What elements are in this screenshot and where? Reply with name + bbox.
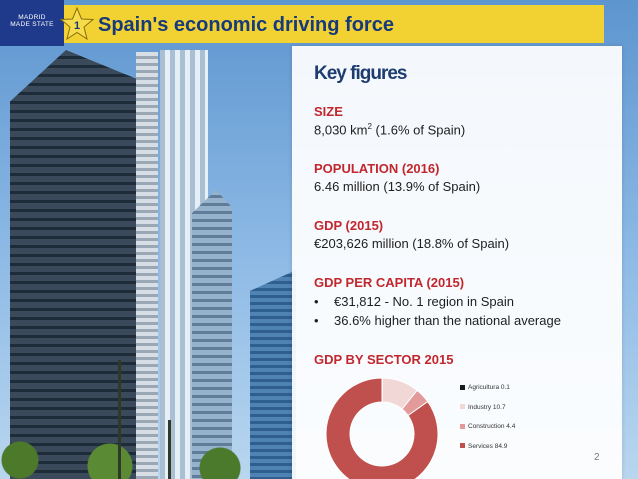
- legend-item: Construction 4.4: [460, 423, 515, 443]
- gdp-per-capita-label: GDP PER CAPITA (2015): [314, 275, 465, 290]
- donut-slice: [325, 377, 439, 479]
- trees: [0, 430, 300, 479]
- gdp-label: GDP (2015): [314, 218, 384, 233]
- street-pole: [118, 360, 121, 479]
- key-figures-heading: Key figures: [314, 63, 407, 84]
- legend-label: Services 84.9: [468, 442, 508, 450]
- legend-swatch: [460, 404, 465, 410]
- legend-swatch: [460, 423, 465, 429]
- logo-text: MADRID MADE STATE: [10, 14, 54, 28]
- sector-label: GDP BY SECTOR 2015: [314, 352, 454, 367]
- size-value: 8,030 km2 (1.6% of Spain): [314, 122, 466, 138]
- legend-label: Agricultura 0.1: [468, 384, 510, 391]
- tower-left-edge: [136, 52, 158, 479]
- page-number: 2: [594, 452, 600, 463]
- logo: MADRID MADE STATE: [0, 0, 64, 46]
- tower-left: [10, 50, 150, 479]
- legend-item: Industry 10.7: [460, 404, 515, 424]
- gdp-value: €203,626 million (18.8% of Spain): [314, 236, 510, 251]
- size-label: SIZE: [314, 104, 343, 119]
- star-icon: 1: [60, 7, 94, 41]
- title-background: [64, 5, 604, 43]
- population-label: POPULATION (2016): [314, 161, 440, 176]
- legend-swatch: [460, 384, 465, 390]
- star-number: 1: [74, 20, 80, 32]
- chart-legend: Agricultura 0.1 Industry 10.7 Construction…: [460, 384, 515, 462]
- legend-label: Construction 4.4: [468, 423, 516, 430]
- legend-swatch: [460, 443, 465, 449]
- legend-label: Industry 10.7: [468, 403, 506, 411]
- title-bar: MADRID MADE STATE 1 Spain's economic dri…: [0, 0, 638, 46]
- gdp-per-capita-bullet: • €31,812 - No. 1 region in Spain: [314, 294, 514, 309]
- legend-item: Agricultura 0.1: [460, 384, 515, 404]
- legend-item: Services 84.9: [460, 443, 515, 463]
- street-pole: [168, 420, 171, 479]
- slide-title: Spain's economic driving force: [98, 14, 394, 36]
- population-value: 6.46 million (13.9% of Spain): [314, 179, 481, 194]
- sector-donut-chart: [325, 377, 439, 479]
- gdp-per-capita-bullet: • 36.6% higher than the national average: [314, 313, 561, 328]
